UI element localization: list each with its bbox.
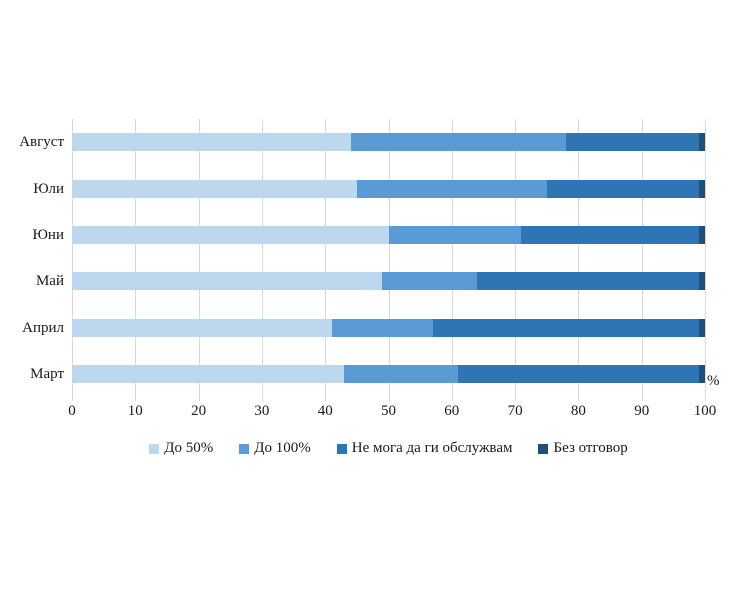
- gridline: [705, 119, 706, 401]
- bar-segment: [382, 272, 478, 291]
- gridline: [515, 119, 517, 401]
- axis-unit-label: %: [707, 373, 720, 389]
- legend-marker-icon: [336, 443, 347, 454]
- bar-segment: [432, 318, 699, 337]
- bar-segment: [698, 133, 705, 152]
- gridline: [198, 119, 200, 401]
- gridline: [388, 119, 390, 401]
- month-label: Юли: [33, 180, 64, 197]
- bar-segment: [565, 133, 699, 152]
- gridline: [578, 119, 580, 401]
- month-label: Юни: [32, 226, 64, 243]
- gridline: [325, 119, 327, 401]
- bar-segment: [698, 364, 705, 383]
- x-tick-label: 40: [317, 403, 333, 419]
- x-tick-label: 90: [634, 403, 650, 419]
- x-tick-label: 50: [381, 403, 396, 419]
- legend-item: Без отговор: [538, 440, 628, 457]
- bar-segment: [698, 272, 705, 291]
- legend-marker-icon: [239, 443, 250, 454]
- x-tick-label: 60: [444, 403, 460, 419]
- x-tick-label: 20: [191, 403, 207, 419]
- month-label: Август: [19, 134, 64, 151]
- x-tick-label: 70: [507, 403, 523, 419]
- bar-segment: [350, 133, 566, 152]
- legend-marker-icon: [538, 443, 549, 454]
- chart-legend: До 50% До 100% Не мога да ги обслужвам Без …: [72, 440, 705, 457]
- gridline: [135, 119, 137, 401]
- gridline: [641, 119, 643, 401]
- bar-row: [72, 225, 705, 244]
- bar-segment: [356, 179, 547, 198]
- bar-row: [72, 133, 705, 152]
- month-label: Март: [30, 365, 64, 382]
- legend-label: До 50%: [164, 440, 214, 456]
- bar-segment: [698, 225, 705, 244]
- bar-segment: [72, 364, 345, 383]
- bar-segment: [698, 318, 705, 337]
- bar-row: [72, 364, 705, 383]
- legend-item: До 50%: [149, 440, 213, 457]
- bar-segment: [388, 225, 522, 244]
- x-tick-label: 0: [68, 403, 76, 419]
- bar-row: [72, 179, 705, 198]
- bar-segment: [72, 318, 332, 337]
- bar-row: [72, 318, 705, 337]
- bar-segment: [331, 318, 433, 337]
- legend-label: Без отговор: [553, 440, 628, 456]
- x-tick-label: 80: [570, 403, 586, 419]
- bar-segment: [344, 364, 459, 383]
- bar-segment: [546, 179, 699, 198]
- plot-area: [72, 119, 706, 401]
- legend-marker-icon: [149, 443, 160, 454]
- bar-row: [72, 272, 705, 291]
- bar-segment: [72, 179, 357, 198]
- x-tick-label: 30: [254, 403, 270, 419]
- legend-label: Не мога да ги обслужвам: [351, 440, 513, 456]
- bar-segment: [72, 272, 383, 291]
- bar-segment: [72, 225, 389, 244]
- x-tick-label: 10: [127, 403, 143, 419]
- gridline: [261, 119, 263, 401]
- month-label: Май: [35, 273, 64, 290]
- bar-segment: [72, 133, 351, 152]
- bar-segment: [477, 272, 699, 291]
- legend-label: До 100%: [254, 440, 311, 456]
- gridline: [451, 119, 453, 401]
- month-label: Април: [22, 319, 64, 336]
- gridline: [72, 119, 73, 401]
- bar-segment: [698, 179, 705, 198]
- bar-segment: [458, 364, 699, 383]
- legend-item: До 100%: [239, 440, 311, 457]
- x-tick-label: 100: [693, 403, 717, 419]
- legend-item: Не мога да ги обслужвам: [336, 440, 513, 457]
- bar-segment: [521, 225, 699, 244]
